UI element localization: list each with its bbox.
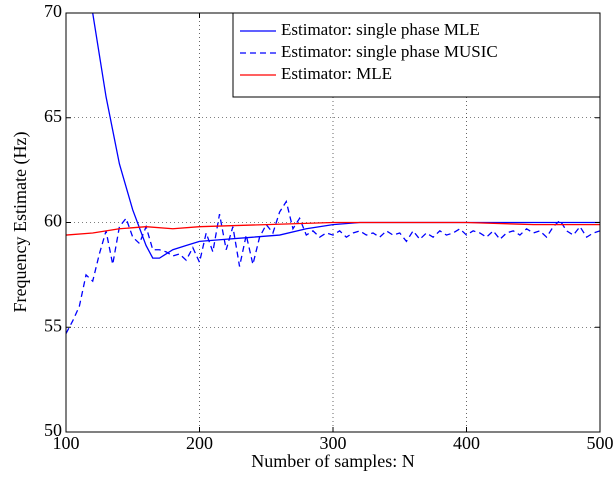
y-tick-label: 65 [44,106,62,126]
y-tick-label: 55 [44,315,62,335]
legend-label: Estimator: single phase MUSIC [281,42,498,61]
x-tick-label: 400 [453,433,480,453]
legend: Estimator: single phase MLE Estimator: si… [232,12,601,98]
x-tick-label: 100 [53,433,80,453]
lines [66,13,600,334]
x-tick-label: 200 [186,433,213,453]
series-line [66,199,600,334]
y-tick-label: 70 [44,1,62,21]
x-tick-label: 300 [320,433,347,453]
y-tick-label: 50 [44,420,62,440]
legend-label: Estimator: single phase MLE [281,20,480,39]
legend-label: Estimator: MLE [281,64,392,83]
legend-box [232,12,601,98]
y-axis-label: Frequency Estimate (Hz) [10,132,31,313]
x-tick-label: 500 [587,433,614,453]
x-axis-label: Number of samples: N [251,451,414,471]
y-tick-label: 60 [44,211,62,231]
series-line [66,221,600,236]
